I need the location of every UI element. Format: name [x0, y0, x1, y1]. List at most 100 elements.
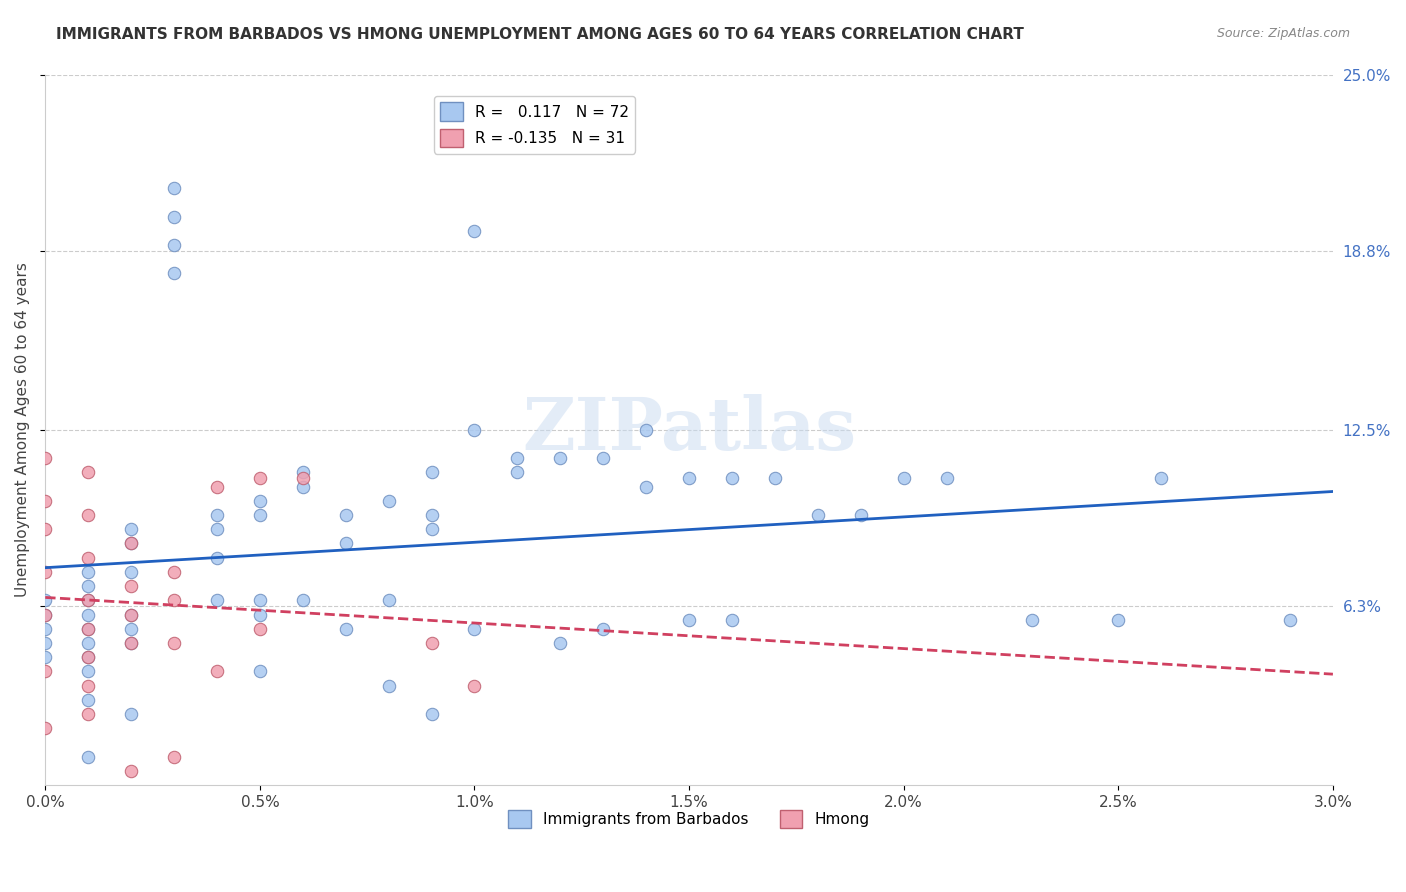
- Point: [163, 636, 186, 650]
- Point: [205, 593, 228, 607]
- Point: [163, 565, 186, 579]
- Point: [77, 650, 100, 665]
- Point: [1021, 613, 1043, 627]
- Point: [120, 536, 142, 550]
- Point: [34, 721, 56, 735]
- Point: [463, 679, 485, 693]
- Point: [721, 613, 744, 627]
- Point: [678, 471, 700, 485]
- Point: [1107, 613, 1129, 627]
- Point: [377, 679, 399, 693]
- Point: [163, 267, 186, 281]
- Point: [120, 622, 142, 636]
- Point: [34, 650, 56, 665]
- Point: [335, 536, 357, 550]
- Text: Source: ZipAtlas.com: Source: ZipAtlas.com: [1216, 27, 1350, 40]
- Point: [120, 579, 142, 593]
- Point: [763, 471, 786, 485]
- Point: [77, 607, 100, 622]
- Point: [34, 665, 56, 679]
- Point: [120, 607, 142, 622]
- Point: [291, 466, 314, 480]
- Point: [34, 494, 56, 508]
- Point: [249, 622, 271, 636]
- Point: [249, 471, 271, 485]
- Point: [463, 622, 485, 636]
- Point: [34, 593, 56, 607]
- Point: [77, 466, 100, 480]
- Point: [463, 224, 485, 238]
- Point: [120, 764, 142, 778]
- Point: [592, 451, 614, 466]
- Point: [893, 471, 915, 485]
- Point: [249, 508, 271, 522]
- Point: [77, 508, 100, 522]
- Point: [163, 181, 186, 195]
- Point: [77, 550, 100, 565]
- Point: [120, 522, 142, 536]
- Point: [420, 508, 443, 522]
- Point: [120, 636, 142, 650]
- Point: [249, 665, 271, 679]
- Point: [77, 593, 100, 607]
- Point: [249, 607, 271, 622]
- Text: IMMIGRANTS FROM BARBADOS VS HMONG UNEMPLOYMENT AMONG AGES 60 TO 64 YEARS CORRELA: IMMIGRANTS FROM BARBADOS VS HMONG UNEMPL…: [56, 27, 1024, 42]
- Point: [506, 451, 529, 466]
- Point: [163, 593, 186, 607]
- Point: [205, 665, 228, 679]
- Point: [163, 238, 186, 252]
- Point: [678, 613, 700, 627]
- Point: [77, 622, 100, 636]
- Point: [420, 636, 443, 650]
- Point: [34, 451, 56, 466]
- Point: [291, 471, 314, 485]
- Point: [77, 665, 100, 679]
- Point: [291, 593, 314, 607]
- Point: [335, 622, 357, 636]
- Point: [77, 650, 100, 665]
- Point: [249, 593, 271, 607]
- Point: [377, 494, 399, 508]
- Point: [77, 565, 100, 579]
- Point: [205, 508, 228, 522]
- Point: [420, 466, 443, 480]
- Point: [849, 508, 872, 522]
- Point: [420, 706, 443, 721]
- Point: [550, 451, 572, 466]
- Point: [120, 565, 142, 579]
- Text: ZIPatlas: ZIPatlas: [522, 394, 856, 466]
- Point: [34, 607, 56, 622]
- Point: [1150, 471, 1173, 485]
- Point: [120, 706, 142, 721]
- Point: [1278, 613, 1301, 627]
- Point: [205, 550, 228, 565]
- Point: [77, 749, 100, 764]
- Point: [506, 466, 529, 480]
- Point: [205, 480, 228, 494]
- Point: [721, 471, 744, 485]
- Point: [34, 522, 56, 536]
- Point: [77, 706, 100, 721]
- Point: [935, 471, 957, 485]
- Point: [377, 593, 399, 607]
- Point: [550, 636, 572, 650]
- Point: [807, 508, 830, 522]
- Point: [120, 636, 142, 650]
- Point: [34, 622, 56, 636]
- Point: [291, 480, 314, 494]
- Point: [77, 579, 100, 593]
- Point: [636, 423, 658, 437]
- Point: [77, 693, 100, 707]
- Point: [77, 622, 100, 636]
- Point: [34, 607, 56, 622]
- Point: [120, 607, 142, 622]
- Point: [205, 522, 228, 536]
- Point: [636, 480, 658, 494]
- Point: [120, 536, 142, 550]
- Point: [463, 423, 485, 437]
- Point: [34, 636, 56, 650]
- Point: [34, 565, 56, 579]
- Point: [249, 494, 271, 508]
- Point: [77, 636, 100, 650]
- Point: [163, 749, 186, 764]
